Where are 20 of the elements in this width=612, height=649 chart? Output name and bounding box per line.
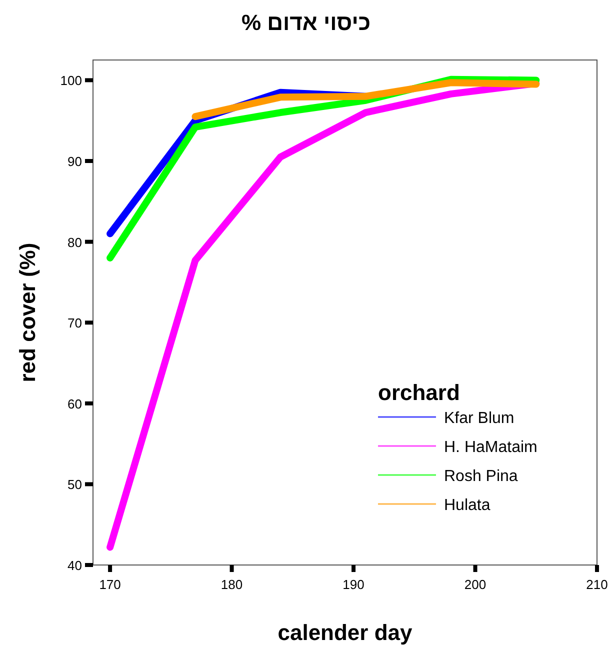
legend-label: H. HaMataim [444, 439, 538, 456]
x-tick-label: 190 [342, 577, 364, 592]
legend-label: Kfar Blum [444, 410, 514, 427]
legend-label: Hulata [444, 497, 490, 514]
y-axis-title: red cover (%) [15, 242, 40, 382]
x-tick-label: 170 [99, 577, 121, 592]
y-tick-label: 60 [68, 396, 82, 412]
legend-label: Rosh Pina [444, 468, 518, 485]
y-tick-label: 80 [68, 234, 82, 250]
y-tick-label: 90 [68, 154, 82, 169]
chart-title: כיסוי אדום % [241, 10, 371, 35]
y-tick-label: 40 [68, 558, 82, 573]
x-tick-label: 180 [220, 577, 243, 592]
x-tick-label: 200 [464, 577, 486, 592]
x-axis-title: calender day [278, 620, 414, 645]
x-tick-label: 210 [586, 577, 608, 592]
legend-title: orchard [378, 380, 460, 405]
y-tick-label: 70 [68, 316, 82, 331]
y-tick-label: 100 [60, 73, 82, 88]
y-tick-label: 50 [68, 477, 82, 492]
